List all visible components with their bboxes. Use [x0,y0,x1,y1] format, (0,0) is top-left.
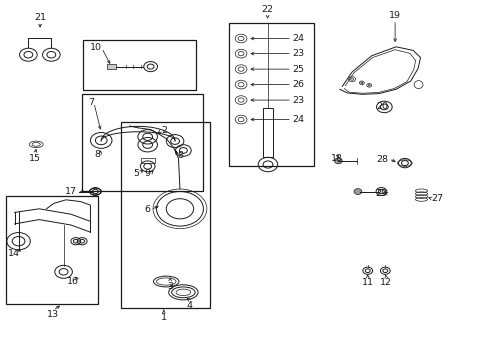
Text: 25: 25 [291,65,304,74]
Text: 8: 8 [94,150,100,158]
Text: 17: 17 [65,187,77,196]
Text: 24: 24 [291,34,304,43]
Bar [83,40,195,90]
Text: 6: 6 [144,205,150,214]
Text: 20: 20 [376,102,387,111]
Text: 23: 23 [291,95,304,104]
Bar [141,158,154,163]
Text: 26: 26 [291,80,304,89]
Text: 8: 8 [177,152,183,161]
Text: 7: 7 [88,98,94,107]
Circle shape [353,189,361,194]
Text: 21: 21 [34,13,46,22]
Text: 11: 11 [361,278,373,287]
Bar [121,122,210,308]
Text: 14: 14 [7,249,20,258]
Bar [6,196,98,304]
Bar [82,94,203,191]
Text: 5: 5 [133,169,139,178]
Text: 18: 18 [331,154,343,163]
Circle shape [334,158,342,164]
Text: 23: 23 [291,49,304,58]
Text: 9: 9 [144,169,150,178]
Bar [263,108,272,157]
Text: 16: 16 [67,277,79,286]
Text: 12: 12 [380,278,391,287]
Text: 1: 1 [161,313,166,322]
Text: 15: 15 [29,154,41,163]
Text: 13: 13 [47,310,59,319]
Text: 27: 27 [431,194,443,203]
Text: 2: 2 [161,126,167,135]
Bar [106,64,116,69]
Text: 3: 3 [167,282,173,291]
Text: 22: 22 [261,5,273,14]
Text: 19: 19 [388,11,400,20]
Text: 29: 29 [375,189,387,198]
Text: 24: 24 [291,115,304,124]
Text: 10: 10 [89,43,102,52]
Text: 28: 28 [376,154,388,163]
Bar [228,23,313,166]
Text: 4: 4 [186,301,192,310]
